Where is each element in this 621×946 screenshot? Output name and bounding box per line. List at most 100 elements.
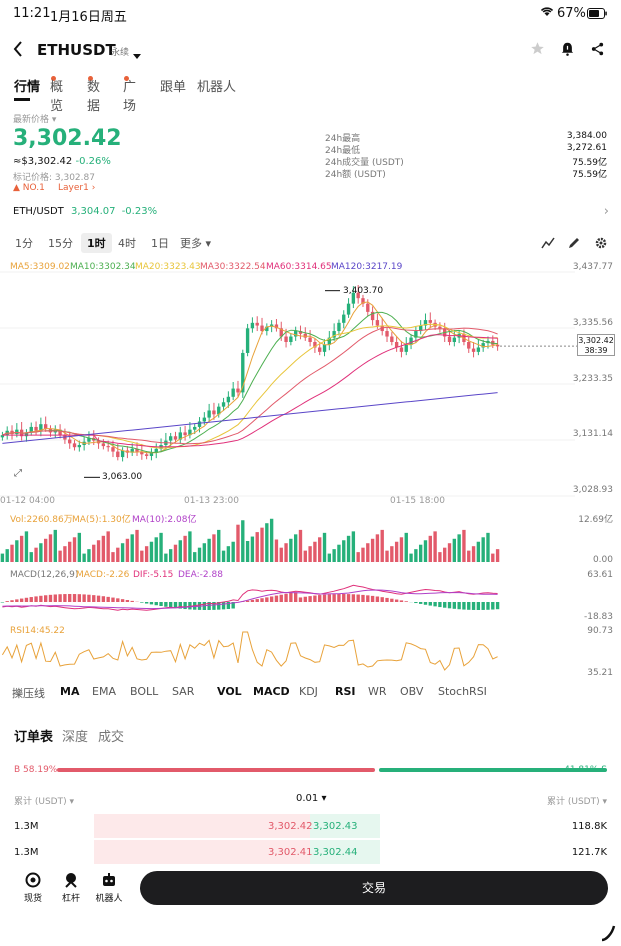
indicator-boll[interactable]: BOLL <box>130 685 159 698</box>
tab-depth[interactable]: 深度 <box>62 730 89 745</box>
tab-orderbook[interactable]: 订单表 <box>14 730 54 745</box>
precision-select[interactable]: 0.01 ▾ <box>296 793 327 804</box>
volume-bar <box>265 523 269 562</box>
tab-market[interactable]: 行情 <box>14 80 41 95</box>
macd-bar <box>111 597 115 602</box>
fiat-line: ≈$3,302.42 -0.26% <box>13 156 111 167</box>
macd-bar <box>101 596 106 602</box>
macd-bar <box>467 602 471 610</box>
candle-body <box>390 336 394 343</box>
sector-tag[interactable]: Layer1 › <box>58 183 96 193</box>
volume-bar <box>72 537 77 562</box>
tab-bots[interactable]: 机器人 <box>197 80 237 95</box>
macd-bar <box>168 602 173 608</box>
indicator-settings-icon[interactable] <box>541 234 555 253</box>
macd-bar <box>92 595 96 602</box>
top-tabs: 行情 概览 数据 广场 跟单 机器人 <box>0 76 621 114</box>
settings-gear-icon[interactable] <box>595 234 607 253</box>
macd-bar <box>322 594 327 602</box>
volume-bar <box>399 537 404 562</box>
timeframe-1d[interactable]: 1日 <box>151 237 169 250</box>
candle-body <box>495 344 500 347</box>
candle-body <box>394 342 399 348</box>
candle-body <box>260 325 264 332</box>
col-left-header[interactable]: 累计 (USDT) ▾ <box>14 797 75 807</box>
macd-bar <box>313 595 317 602</box>
alert-bell-icon[interactable] <box>560 41 575 61</box>
volume-bar <box>29 552 33 562</box>
spot-pair-row[interactable]: ETH/USDT 3,304.07 -0.23% › <box>13 204 609 219</box>
bid-price[interactable]: 3,302.42 <box>268 821 313 832</box>
timeframe-1h[interactable]: 1时 <box>81 233 112 253</box>
candle-body <box>202 417 207 422</box>
candle-body <box>43 424 48 429</box>
volume-bar <box>111 552 115 562</box>
indicator-ma[interactable]: MA <box>60 685 80 698</box>
tab-trades[interactable]: 成交 <box>98 730 125 745</box>
ask-price[interactable]: 3,302.43 <box>313 821 358 832</box>
macd-bar <box>274 595 279 602</box>
candle-body <box>241 352 245 393</box>
macd-bar <box>269 596 274 602</box>
macd-bar <box>462 602 466 610</box>
rank-tag[interactable]: ▲ NO.1 <box>13 183 45 193</box>
star-icon[interactable] <box>530 41 545 60</box>
last-price-label[interactable]: 最新价格 ▾ <box>13 115 57 125</box>
chevron-right-icon: › <box>91 183 96 193</box>
robot-icon <box>93 872 125 891</box>
macd-bar <box>173 602 178 609</box>
indicator-obv[interactable]: OBV <box>400 685 424 698</box>
x-tick: 01-15 18:00 <box>390 496 445 506</box>
share-icon[interactable] <box>590 41 605 61</box>
nav-spot[interactable]: 现货 <box>20 872 46 904</box>
expand-icon[interactable]: ⤢ <box>14 468 22 479</box>
timeframe-more[interactable]: 更多 ▾ <box>180 237 212 250</box>
nav-bots[interactable]: 机器人 <box>93 872 125 904</box>
candle-body <box>231 388 235 397</box>
timeframe-1m[interactable]: 1分 <box>15 237 33 250</box>
volume-bar <box>168 549 173 562</box>
indicator-vol[interactable]: VOL <box>217 685 242 698</box>
ma-line <box>2 301 498 454</box>
bid-price[interactable]: 3,302.41 <box>268 847 313 858</box>
trade-button[interactable]: 交易 <box>140 871 608 905</box>
back-icon[interactable] <box>12 40 24 62</box>
tab-overview[interactable]: 概览 <box>50 76 63 114</box>
candle-body <box>34 426 38 431</box>
bid-depth-bar <box>94 840 310 864</box>
volume-bar <box>236 524 240 562</box>
macd-bar <box>125 599 130 602</box>
symbol-title[interactable]: ETHUSDT <box>37 41 116 59</box>
ask-price[interactable]: 3,302.44 <box>313 847 358 858</box>
volume-bar <box>298 529 303 562</box>
indicator-kdj[interactable]: KDJ <box>299 685 318 698</box>
macd-legend-title: MACD(12,26,9) <box>10 570 79 580</box>
ma30-legend: MA30:3322.54 <box>200 262 266 272</box>
indicator-support[interactable]: 擽压线 <box>12 687 45 700</box>
indicator-wr[interactable]: WR <box>368 685 387 698</box>
volume-bar <box>443 547 447 562</box>
indicator-stochrsi[interactable]: StochRSI <box>438 685 487 698</box>
macd-bar <box>5 601 9 602</box>
volume-bar <box>221 550 226 562</box>
tab-square[interactable]: 广场 <box>123 76 136 114</box>
margin-icon <box>58 872 84 891</box>
spot-change: -0.23% <box>121 206 158 217</box>
tab-copy-trading[interactable]: 跟单 <box>160 80 187 95</box>
caret-down-icon[interactable] <box>133 45 141 64</box>
macd-bar <box>245 600 250 602</box>
indicator-sar[interactable]: SAR <box>172 685 195 698</box>
indicator-macd[interactable]: MACD <box>253 685 290 698</box>
timeframe-15m[interactable]: 15分 <box>48 237 73 250</box>
price-chart[interactable] <box>0 262 621 682</box>
col-right-header[interactable]: 累计 (USDT) ▾ <box>546 797 607 807</box>
draw-pen-icon[interactable] <box>568 234 580 253</box>
indicator-rsi[interactable]: RSI <box>335 685 356 698</box>
nav-margin[interactable]: 杠杆 <box>58 872 84 904</box>
volume-bar <box>135 529 139 562</box>
indicator-ema[interactable]: EMA <box>92 685 116 698</box>
vol-ma10-legend: MA(10):2.08亿 <box>132 515 197 525</box>
tab-data[interactable]: 数据 <box>87 76 100 114</box>
timeframe-4h[interactable]: 4时 <box>118 237 136 250</box>
volume-bar <box>404 532 408 562</box>
